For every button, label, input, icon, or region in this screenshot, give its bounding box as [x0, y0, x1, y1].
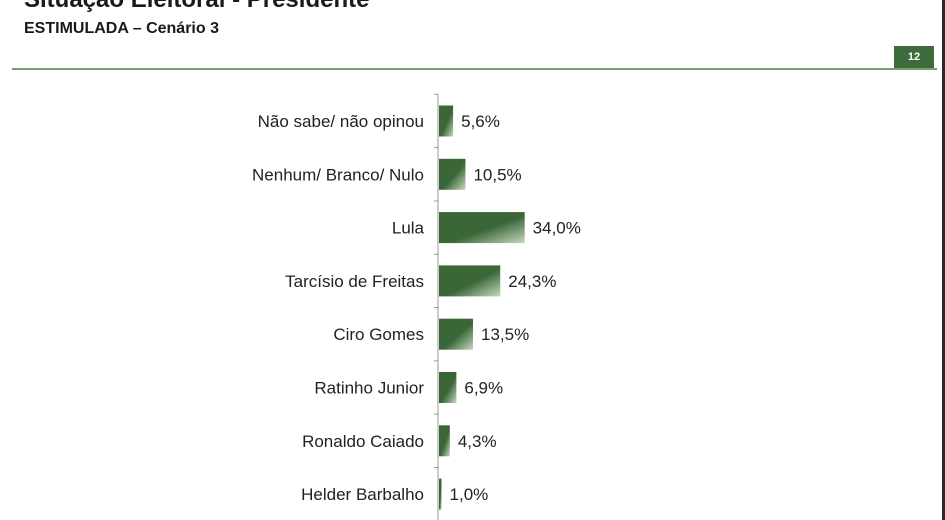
- bar: [439, 425, 450, 457]
- page-title: Situação Eleitoral - Presidente: [24, 0, 369, 14]
- category-label: Lula: [392, 219, 425, 238]
- bars-layer: Não sabe/ não opinou 5,6% Nenhum/ Branco/ …: [252, 93, 581, 520]
- category-label: Ciro Gomes: [333, 325, 424, 344]
- bar: [439, 372, 457, 403]
- category-label: Ratinho Junior: [314, 379, 424, 398]
- category-label: Ronaldo Caiado: [302, 432, 424, 451]
- bar: [439, 212, 525, 244]
- category-label: Helder Barbalho: [301, 485, 424, 504]
- value-label: 13,5%: [481, 325, 529, 344]
- bar: [439, 478, 442, 510]
- category-label: Não sabe/ não opinou: [258, 112, 424, 131]
- page-number-badge: 12: [894, 46, 934, 68]
- bar: [439, 105, 454, 137]
- value-label: 5,6%: [461, 112, 500, 131]
- bar: [439, 318, 474, 350]
- value-label: 34,0%: [533, 219, 581, 238]
- value-label: 4,3%: [458, 432, 497, 451]
- page-subtitle: ESTIMULADA – Cenário 3: [24, 20, 219, 37]
- value-label: 24,3%: [508, 272, 556, 291]
- value-label: 1,0%: [450, 485, 489, 504]
- value-label: 6,9%: [464, 379, 503, 398]
- category-label: Tarcísio de Freitas: [285, 272, 424, 291]
- bar: [439, 158, 466, 190]
- bar: [439, 265, 501, 297]
- category-label: Nenhum/ Branco/ Nulo: [252, 165, 424, 184]
- header-divider: [12, 68, 937, 70]
- value-label: 10,5%: [473, 165, 521, 184]
